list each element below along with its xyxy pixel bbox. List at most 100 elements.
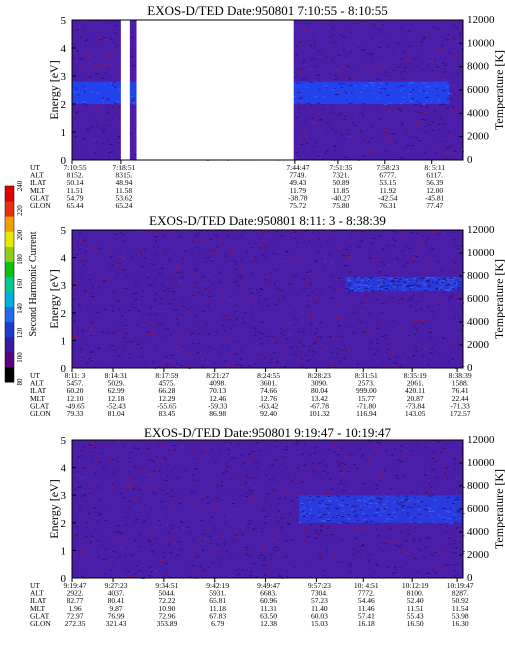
- noise-speck: [75, 268, 77, 270]
- noise-speck: [301, 132, 305, 134]
- noise-speck: [423, 547, 425, 549]
- noise-speck: [108, 488, 110, 490]
- noise-speck: [172, 299, 175, 300]
- noise-speck: [117, 525, 120, 527]
- noise-speck: [344, 353, 347, 355]
- noise-speck: [179, 282, 183, 284]
- noise-speck: [437, 139, 439, 141]
- noise-speck: [304, 52, 307, 54]
- noise-speck: [375, 450, 379, 452]
- noise-speck: [227, 448, 230, 450]
- noise-speck: [314, 44, 316, 46]
- noise-speck: [232, 246, 235, 248]
- noise-speck: [136, 448, 140, 450]
- noise-speck: [268, 479, 270, 481]
- band-speck: [113, 102, 116, 104]
- noise-speck: [254, 306, 257, 308]
- noise-speck: [89, 124, 91, 126]
- noise-speck: [165, 288, 167, 290]
- noise-speck: [254, 455, 256, 457]
- noise-speck: [272, 518, 276, 520]
- noise-speck: [155, 467, 157, 469]
- noise-speck: [371, 51, 373, 53]
- noise-speck: [310, 104, 313, 106]
- noise-speck: [107, 236, 110, 238]
- noise-speck: [227, 362, 230, 364]
- noise-speck: [113, 59, 115, 61]
- noise-speck: [398, 340, 400, 341]
- noise-speck: [115, 25, 119, 27]
- noise-speck: [176, 453, 180, 455]
- noise-speck: [77, 486, 80, 488]
- noise-speck: [447, 537, 451, 539]
- noise-speck: [421, 238, 424, 240]
- noise-speck: [352, 158, 355, 160]
- noise-speck: [206, 275, 209, 276]
- noise-speck: [391, 541, 394, 543]
- band-speck: [425, 288, 427, 289]
- noise-speck: [243, 440, 245, 442]
- noise-speck: [342, 255, 346, 257]
- noise-speck: [228, 236, 230, 238]
- noise-speck: [112, 478, 114, 480]
- noise-speck: [260, 574, 264, 576]
- noise-speck: [78, 304, 81, 306]
- noise-speck: [322, 22, 324, 24]
- noise-speck: [282, 483, 285, 485]
- noise-speck: [404, 540, 408, 542]
- noise-speck: [94, 23, 97, 25]
- noise-speck: [190, 336, 193, 338]
- noise-speck: [257, 460, 259, 461]
- noise-speck: [428, 483, 430, 485]
- noise-speck: [267, 517, 270, 519]
- noise-speck: [461, 312, 463, 314]
- noise-speck: [183, 528, 187, 530]
- noise-speck: [367, 468, 370, 470]
- noise-speck: [318, 74, 321, 76]
- noise-speck: [315, 114, 319, 116]
- noise-speck: [389, 255, 391, 257]
- noise-speck: [387, 110, 391, 112]
- noise-speck: [440, 61, 442, 63]
- noise-speck: [376, 46, 378, 48]
- noise-speck: [98, 499, 102, 501]
- noise-speck: [436, 28, 439, 30]
- band-speck: [409, 284, 413, 286]
- noise-speck: [147, 273, 150, 275]
- data-gap: [136, 20, 294, 160]
- band-speck: [452, 280, 454, 282]
- band-speck: [375, 497, 379, 499]
- noise-speck: [147, 322, 150, 324]
- noise-speck: [231, 503, 235, 504]
- noise-speck: [413, 572, 415, 574]
- noise-speck: [307, 272, 311, 274]
- noise-speck: [256, 343, 259, 344]
- noise-speck: [402, 230, 403, 232]
- noise-speck: [453, 238, 455, 240]
- noise-speck: [98, 458, 100, 460]
- noise-speck: [81, 107, 85, 109]
- noise-speck: [233, 314, 235, 316]
- noise-speck: [378, 25, 381, 27]
- noise-speck: [207, 287, 209, 289]
- noise-speck: [191, 243, 194, 245]
- noise-speck: [236, 280, 238, 282]
- noise-speck: [258, 347, 261, 349]
- noise-speck: [410, 296, 414, 298]
- noise-speck: [375, 327, 379, 329]
- noise-speck: [293, 60, 295, 62]
- y-tick-label: 4: [61, 253, 67, 265]
- noise-speck: [129, 344, 133, 346]
- noise-speck: [393, 531, 395, 533]
- ephemeris-value: 70.13: [209, 386, 226, 395]
- noise-speck: [97, 511, 100, 513]
- noise-speck: [161, 284, 163, 286]
- noise-speck: [253, 486, 257, 488]
- band-speck: [346, 99, 348, 101]
- band-speck: [371, 517, 373, 518]
- noise-speck: [340, 460, 344, 462]
- noise-speck: [320, 349, 322, 351]
- noise-speck: [434, 544, 437, 546]
- noise-speck: [376, 338, 379, 340]
- noise-speck: [260, 289, 264, 291]
